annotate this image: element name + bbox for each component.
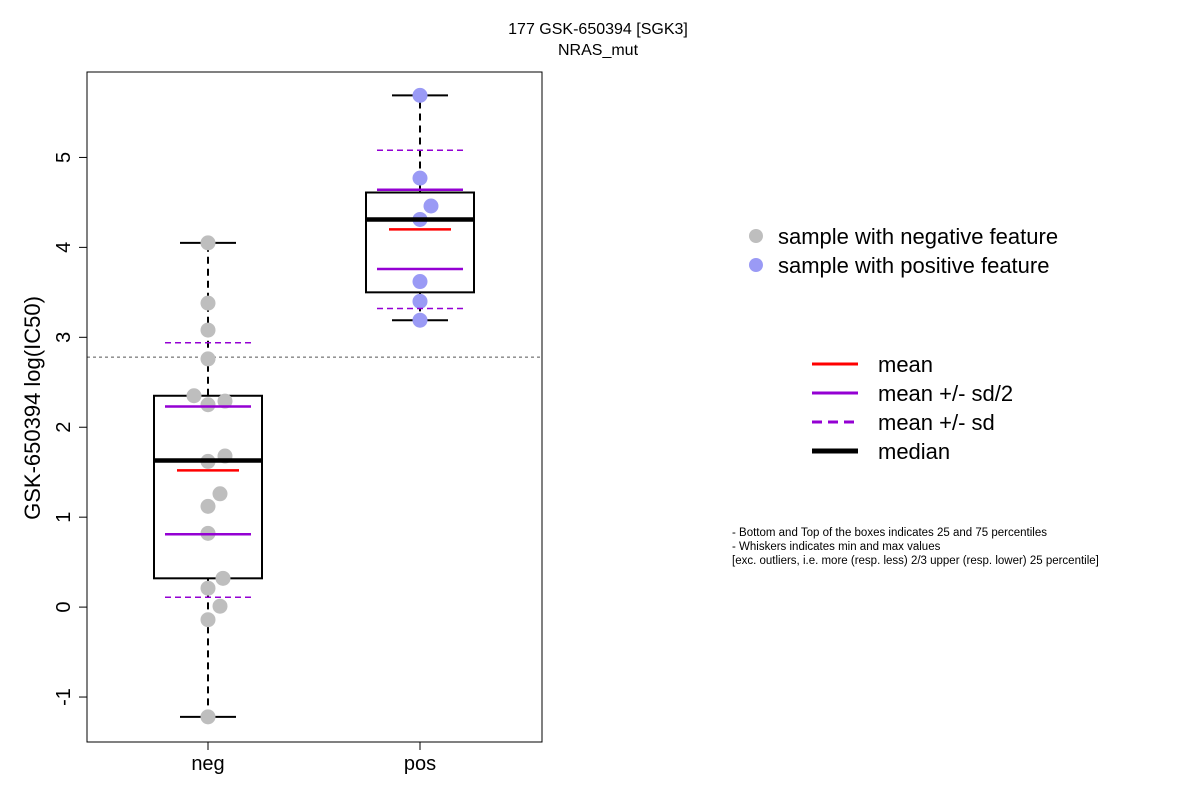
point-neg-10 bbox=[200, 498, 216, 514]
legend-line-label-3: median bbox=[878, 439, 950, 464]
legend-point-label-1: sample with positive feature bbox=[778, 253, 1049, 278]
plot-frame bbox=[86, 71, 543, 743]
point-pos-5 bbox=[412, 293, 428, 309]
y-tick-label-2: 2 bbox=[53, 422, 75, 433]
note-line-2: [exc. outliers, i.e. more (resp. less) 2… bbox=[732, 555, 1099, 567]
point-neg-2 bbox=[200, 322, 216, 338]
point-neg-12 bbox=[215, 570, 231, 586]
point-neg-1 bbox=[200, 295, 216, 311]
point-neg-9 bbox=[212, 486, 228, 502]
group-pos bbox=[365, 87, 475, 328]
y-tick-label--1: -1 bbox=[53, 688, 75, 706]
legend-line-label-2: mean +/- sd bbox=[878, 410, 995, 435]
point-pos-4 bbox=[412, 274, 428, 290]
legend-line-label-1: mean +/- sd/2 bbox=[878, 381, 1013, 406]
x-tick-label-pos: pos bbox=[404, 753, 436, 775]
point-neg-6 bbox=[217, 393, 233, 409]
point-neg-4 bbox=[186, 388, 202, 404]
note-line-1: - Whiskers indicates min and max values bbox=[732, 541, 941, 553]
point-neg-0 bbox=[200, 235, 216, 251]
point-neg-16 bbox=[200, 709, 216, 725]
box-pos bbox=[365, 191, 475, 294]
y-tick-label-1: 1 bbox=[53, 512, 75, 523]
y-tick-label-3: 3 bbox=[53, 332, 75, 343]
point-pos-6 bbox=[412, 312, 428, 328]
point-neg-15 bbox=[200, 612, 216, 628]
point-neg-5 bbox=[200, 397, 216, 413]
note-line-0: - Bottom and Top of the boxes indicates … bbox=[732, 527, 1047, 539]
chart-subtitle: NRAS_mut bbox=[558, 42, 639, 59]
point-neg-14 bbox=[212, 598, 228, 614]
legend-line-label-0: mean bbox=[878, 352, 933, 377]
y-tick-label-4: 4 bbox=[53, 242, 75, 253]
point-pos-2 bbox=[423, 198, 439, 214]
chart-title: 177 GSK-650394 [SGK3] bbox=[508, 21, 688, 38]
legend-point-swatch-1 bbox=[749, 258, 763, 272]
legend-point-label-0: sample with negative feature bbox=[778, 224, 1058, 249]
group-neg bbox=[153, 235, 263, 725]
legend: sample with negative feature sample with … bbox=[749, 224, 1058, 464]
y-tick-label-0: 0 bbox=[53, 602, 75, 613]
legend-point-swatch-0 bbox=[749, 229, 763, 243]
y-tick-label-5: 5 bbox=[53, 152, 75, 163]
notes: - Bottom and Top of the boxes indicates … bbox=[732, 527, 1099, 567]
box-neg bbox=[153, 394, 263, 580]
y-axis-title: GSK-650394 log(IC50) bbox=[20, 296, 45, 520]
point-neg-3 bbox=[200, 351, 216, 367]
plot-area: neg pos -1 0 1 2 3 4 5 bbox=[53, 71, 543, 775]
point-neg-13 bbox=[200, 580, 216, 596]
x-tick-label-neg: neg bbox=[191, 753, 224, 775]
point-pos-0 bbox=[412, 87, 428, 103]
point-pos-1 bbox=[412, 170, 428, 186]
